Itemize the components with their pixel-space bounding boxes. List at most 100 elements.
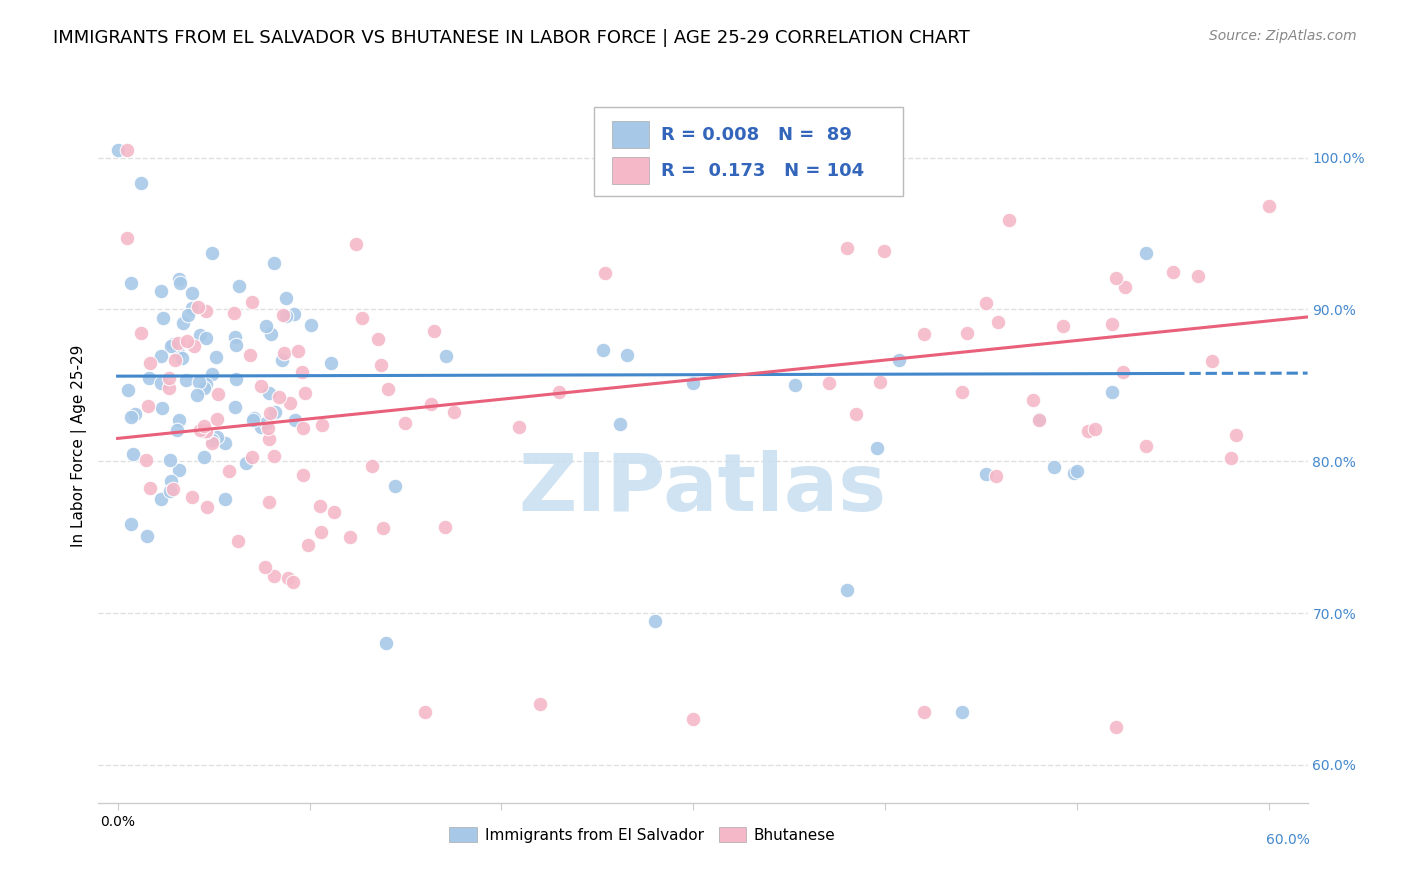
Point bbox=[162, 337, 184, 351]
Point bbox=[124, 407, 146, 421]
Point bbox=[1225, 428, 1247, 442]
Point bbox=[644, 614, 666, 628]
Point bbox=[292, 421, 315, 435]
Point bbox=[240, 295, 263, 310]
Point bbox=[1077, 424, 1099, 438]
Point bbox=[682, 376, 704, 390]
Point bbox=[115, 231, 138, 245]
Point bbox=[548, 384, 571, 399]
Point bbox=[1022, 393, 1045, 408]
Point bbox=[235, 457, 257, 471]
Point bbox=[183, 339, 205, 353]
Point bbox=[187, 300, 209, 314]
Point bbox=[176, 334, 198, 348]
Point bbox=[352, 311, 374, 326]
Point bbox=[1187, 268, 1209, 283]
Point bbox=[201, 435, 224, 450]
Point bbox=[205, 350, 228, 364]
Legend: Immigrants from El Salvador, Bhutanese: Immigrants from El Salvador, Bhutanese bbox=[443, 821, 842, 848]
Point bbox=[609, 417, 631, 431]
Point bbox=[835, 583, 858, 598]
Point bbox=[228, 279, 250, 293]
Point bbox=[1084, 422, 1107, 436]
Y-axis label: In Labor Force | Age 25-29: In Labor Force | Age 25-29 bbox=[72, 345, 87, 547]
Point bbox=[226, 533, 249, 548]
Point bbox=[263, 569, 285, 583]
Point bbox=[682, 712, 704, 726]
Point bbox=[120, 410, 142, 425]
Point bbox=[243, 411, 266, 425]
Point bbox=[1104, 270, 1126, 285]
Point bbox=[194, 425, 217, 439]
Point bbox=[169, 276, 191, 290]
Point bbox=[592, 343, 614, 357]
Point bbox=[159, 453, 181, 467]
Point bbox=[256, 421, 278, 435]
Point bbox=[845, 407, 868, 421]
Point bbox=[269, 390, 291, 404]
Point bbox=[214, 436, 236, 450]
Point bbox=[162, 483, 184, 497]
Point bbox=[434, 349, 457, 363]
Text: 60.0%: 60.0% bbox=[1267, 833, 1310, 847]
Point bbox=[169, 463, 191, 477]
Point bbox=[136, 529, 159, 543]
Point bbox=[177, 308, 200, 322]
Point bbox=[835, 240, 858, 254]
Point bbox=[120, 277, 142, 291]
Point bbox=[986, 469, 1008, 483]
Point bbox=[264, 405, 287, 419]
Point bbox=[254, 416, 277, 430]
Point bbox=[344, 237, 367, 252]
Point bbox=[309, 525, 332, 540]
Point bbox=[889, 352, 911, 367]
Point bbox=[195, 304, 218, 318]
Point bbox=[384, 479, 406, 493]
Point bbox=[242, 450, 264, 464]
Point bbox=[311, 418, 333, 433]
Point bbox=[974, 467, 997, 481]
Point bbox=[172, 316, 194, 330]
Point bbox=[419, 397, 441, 411]
Point bbox=[1101, 385, 1123, 400]
Point bbox=[135, 452, 157, 467]
Point bbox=[377, 382, 399, 396]
Point bbox=[163, 353, 186, 368]
Point bbox=[139, 482, 162, 496]
Point bbox=[224, 400, 246, 414]
Point bbox=[188, 375, 211, 389]
Point bbox=[157, 371, 180, 385]
Point bbox=[1114, 279, 1136, 293]
Point bbox=[150, 284, 173, 298]
Point bbox=[273, 308, 295, 322]
Point bbox=[193, 419, 215, 434]
Point bbox=[152, 310, 174, 325]
Point bbox=[201, 245, 224, 260]
Point bbox=[297, 538, 319, 552]
Point bbox=[129, 176, 152, 190]
Point bbox=[136, 399, 159, 413]
Point bbox=[423, 324, 446, 338]
Point bbox=[214, 491, 236, 506]
Point bbox=[1066, 465, 1088, 479]
Point bbox=[284, 412, 307, 426]
Point bbox=[277, 571, 299, 585]
Point bbox=[274, 309, 297, 323]
Point bbox=[180, 286, 202, 301]
Point bbox=[281, 575, 304, 590]
Point bbox=[150, 376, 173, 391]
Point bbox=[150, 349, 173, 363]
Point bbox=[370, 358, 392, 372]
FancyBboxPatch shape bbox=[613, 157, 648, 184]
Point bbox=[207, 387, 229, 401]
Point bbox=[186, 388, 208, 402]
Point bbox=[166, 424, 188, 438]
Point bbox=[873, 244, 896, 258]
Point bbox=[257, 432, 280, 446]
Point bbox=[283, 307, 305, 321]
Point bbox=[160, 474, 183, 488]
Point bbox=[361, 459, 384, 474]
Point bbox=[818, 376, 841, 390]
Point bbox=[1112, 365, 1135, 379]
Point bbox=[181, 490, 204, 504]
